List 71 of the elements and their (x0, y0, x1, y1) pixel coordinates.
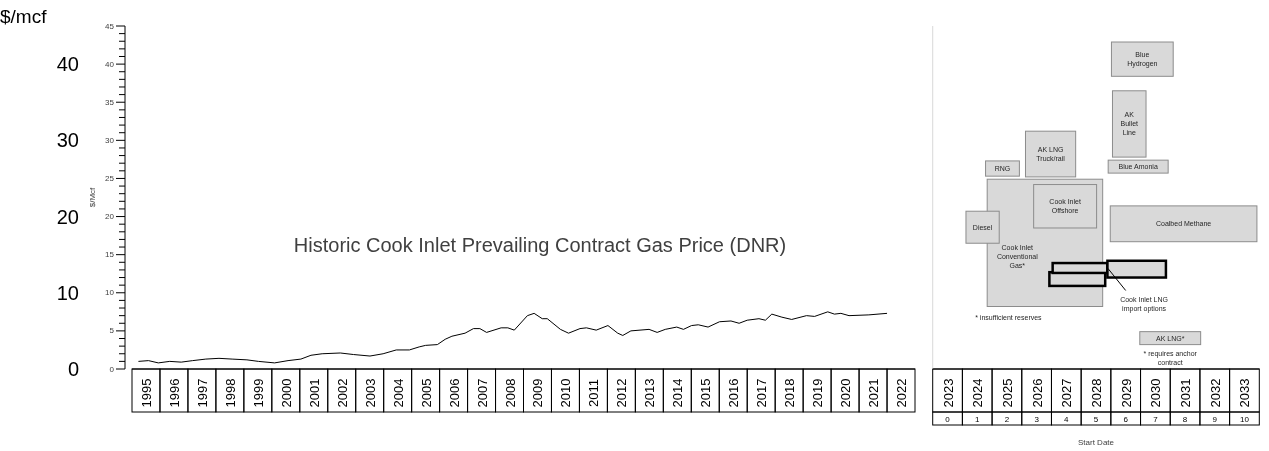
x-axis-title: Start Date (1077, 438, 1115, 447)
x-tick-label: 2018 (782, 378, 798, 408)
y-axis-title: $/mcf (0, 6, 48, 27)
x-tick-label: 1996 (166, 378, 182, 408)
x2-tick-label: 9 (1212, 415, 1218, 424)
y2-tick-label: 5 (109, 326, 115, 336)
x-tick-label: 2030 (1148, 378, 1164, 408)
x-tick-label: 2010 (558, 378, 574, 408)
x-tick-label: 2006 (446, 378, 462, 408)
y2-tick-label: 45 (105, 21, 115, 31)
x-tick-label: 2016 (726, 378, 742, 408)
x-tick-label: 2021 (866, 378, 882, 408)
x2-tick-label: 6 (1123, 415, 1129, 424)
x-tick-label: 2005 (418, 378, 434, 408)
x2-tick-label: 4 (1064, 415, 1070, 424)
x-tick-label: 2004 (390, 378, 406, 408)
x-tick-label: 2008 (502, 378, 518, 408)
line-series (137, 311, 888, 364)
y2-axis-title: $/Mcf (88, 186, 97, 208)
x-tick-label: 1999 (250, 378, 266, 408)
y2-tick-label: 30 (105, 135, 115, 145)
x2-tick-label: 0 (945, 415, 951, 424)
x-tick-label: 2024 (970, 378, 986, 408)
y-tick-label: 10 (56, 281, 79, 304)
y2-tick-label: 25 (105, 173, 115, 183)
x2-tick-label: 8 (1182, 415, 1188, 424)
x-tick-label: 1997 (194, 378, 210, 408)
x-tick-label: 2020 (838, 378, 854, 408)
x-tick-label: 2015 (698, 378, 714, 408)
x2-tick-label: 7 (1153, 415, 1159, 424)
x-tick-label: 2033 (1237, 378, 1253, 408)
x-tick-label: 2017 (754, 378, 770, 408)
x-tick-label: 2019 (810, 378, 826, 408)
x-tick-label: 2011 (586, 379, 602, 407)
x-tick-label: 2007 (474, 378, 490, 408)
y2-tick-label: 40 (105, 59, 115, 69)
x-tick-label: 1995 (138, 378, 154, 408)
y2-tick-label: 10 (105, 288, 115, 298)
x-tick-label: 1998 (222, 378, 238, 408)
x-tick-label: 2028 (1089, 378, 1104, 408)
y2-tick-label: 0 (109, 364, 115, 374)
x-tick-label: 2009 (530, 378, 546, 408)
y2-tick-label: 35 (105, 97, 115, 107)
y-tick-label: 20 (56, 205, 79, 228)
x-tick-label: 2012 (614, 378, 630, 408)
x-tick-label: 2000 (278, 378, 294, 408)
x-tick-label: 2027 (1059, 378, 1075, 408)
y2-tick-label: 15 (105, 250, 115, 260)
x2-tick-label: 5 (1093, 415, 1099, 424)
x-tick-label: 2022 (894, 378, 910, 408)
x2-tick-label: 1 (975, 415, 981, 424)
x-tick-label: 2023 (940, 378, 956, 408)
x-tick-label: 2031 (1178, 378, 1194, 408)
x-tick-label: 2014 (670, 378, 686, 408)
x-tick-label: 2013 (642, 378, 658, 408)
x-tick-label: 2032 (1207, 378, 1223, 408)
bar (1110, 41, 1174, 77)
x-tick-label: 2025 (999, 378, 1015, 408)
x2-tick-label: 3 (1034, 415, 1040, 424)
y-tick-label: 30 (56, 129, 79, 152)
x-tick-label: 2003 (362, 378, 378, 408)
x2-tick-label: 2 (1004, 415, 1010, 424)
x-tick-label: 2026 (1029, 378, 1045, 408)
annotation: Historic Cook Inlet Prevailing Contract Gas Price (DNR) (293, 234, 787, 256)
x2-tick-label: 10 (1240, 415, 1250, 424)
x-tick-label: 2002 (334, 378, 350, 408)
x-tick-label: 2001 (306, 378, 322, 408)
y-tick-label: 40 (56, 53, 79, 76)
x-tick-label: 2029 (1118, 378, 1134, 408)
y2-tick-label: 20 (105, 212, 115, 222)
y-tick-label: 0 (67, 358, 79, 380)
